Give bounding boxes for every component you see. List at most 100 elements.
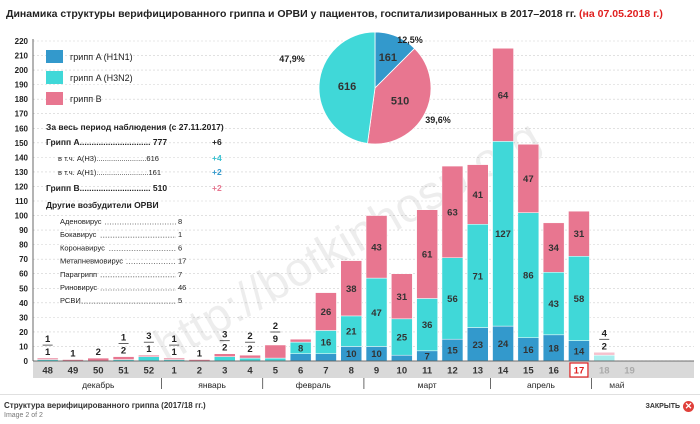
bar-segment xyxy=(214,353,236,357)
bar-value-label: 47 xyxy=(371,308,382,319)
bar-segment xyxy=(289,338,312,343)
stats-row: Грипп А.............................. 77… xyxy=(46,137,167,147)
month-label: март xyxy=(418,380,437,390)
y-tick-label: 40 xyxy=(19,299,28,308)
bar-segment xyxy=(492,48,514,142)
bar-value-label: 34 xyxy=(548,243,559,254)
stats-row: Грипп В.............................. 51… xyxy=(46,183,167,193)
y-tick-label: 10 xyxy=(19,342,28,351)
x-tick-label: 4 xyxy=(247,366,253,377)
bar-segment xyxy=(593,354,615,362)
x-tick-label: 6 xyxy=(298,366,303,377)
pie-slice xyxy=(318,31,376,144)
x-tick-label: 11 xyxy=(422,366,433,377)
bar-segment xyxy=(163,357,185,360)
bar-segment xyxy=(87,357,109,362)
y-tick-label: 190 xyxy=(15,81,29,90)
x-tick-label: 50 xyxy=(93,366,104,377)
x-tick-label: 10 xyxy=(397,366,408,377)
x-tick-label: 19 xyxy=(624,366,635,377)
bar-segment xyxy=(593,352,615,356)
pathogen-count: 7 xyxy=(178,270,182,279)
x-tick-label: 9 xyxy=(374,366,379,377)
bar-value-label: 24 xyxy=(498,339,509,350)
pie-value-label: 616 xyxy=(338,81,356,93)
bar-segment xyxy=(264,357,287,362)
bar-value-label: 2 xyxy=(273,321,278,332)
bar-value-label: 3 xyxy=(222,330,227,341)
stats-delta: +4 xyxy=(212,153,222,163)
close-button[interactable]: ЗАКРЫТЬ ✕ xyxy=(645,401,694,412)
bar-value-label: 2 xyxy=(247,331,252,342)
legend-label: грипп B xyxy=(70,94,102,104)
bar-value-label: 58 xyxy=(574,294,585,305)
bar-segment xyxy=(36,357,59,360)
bar-value-label: 36 xyxy=(422,320,433,331)
pie-slice xyxy=(367,47,432,145)
bar-value-label: 86 xyxy=(523,271,534,282)
bar-value-label: 1 xyxy=(70,349,76,360)
pathogen-name: Коронавирус xyxy=(60,243,105,252)
pathogen-name: Парагрипп xyxy=(60,270,97,279)
y-tick-label: 170 xyxy=(15,110,29,119)
bar-segment xyxy=(239,357,261,362)
bar-value-label: 41 xyxy=(472,190,483,201)
x-tick-label: 1 xyxy=(172,366,178,377)
other-pathogens-heading: Другие возбудители ОРВИ xyxy=(46,200,159,210)
bar-segment xyxy=(340,260,362,317)
bar-segment xyxy=(517,144,540,213)
y-tick-label: 50 xyxy=(19,284,28,293)
pathogen-name: РСВИ xyxy=(60,296,81,305)
bar-value-label: 9 xyxy=(273,334,278,345)
bar-segment xyxy=(138,356,160,362)
current-week-marker xyxy=(569,362,589,378)
bar-value-label: 1 xyxy=(197,349,203,360)
bar-value-label: 10 xyxy=(346,349,357,360)
bar-value-label: 127 xyxy=(495,229,511,240)
x-tick-label: 17 xyxy=(574,366,585,377)
x-tick-label: 15 xyxy=(523,366,534,377)
bar-value-label: 10 xyxy=(371,349,382,360)
bar-value-label: 18 xyxy=(548,343,559,354)
x-tick-label: 2 xyxy=(197,366,202,377)
x-tick-label: 49 xyxy=(68,366,79,377)
bar-segment xyxy=(467,164,489,225)
bar-value-label: 31 xyxy=(574,229,585,240)
month-label: май xyxy=(609,380,625,390)
bar-value-label: 31 xyxy=(397,292,408,303)
bar-segment xyxy=(289,353,312,362)
y-tick-label: 100 xyxy=(15,212,29,221)
bar-value-label: 14 xyxy=(574,346,585,357)
bar-segment xyxy=(416,209,438,299)
x-tick-label: 16 xyxy=(548,366,559,377)
y-tick-label: 160 xyxy=(15,124,29,133)
bar-segment xyxy=(391,354,413,362)
bar-segment xyxy=(315,292,337,331)
stats-delta: +6 xyxy=(212,137,222,147)
pathogen-count: 8 xyxy=(178,217,182,226)
pathogen-count: 6 xyxy=(178,243,182,252)
bar-value-label: 1 xyxy=(121,333,127,344)
legend-swatch xyxy=(46,92,63,105)
y-tick-label: 90 xyxy=(19,226,28,235)
bar-value-label: 2 xyxy=(222,343,227,354)
bar-value-label: 7 xyxy=(425,351,430,362)
bar-segment xyxy=(138,354,160,357)
bar-value-label: 4 xyxy=(602,328,608,339)
pie-percent-label: 12,5% xyxy=(397,35,423,45)
bar-value-label: 56 xyxy=(447,294,458,305)
bar-value-label: 2 xyxy=(247,344,252,355)
pie-percent-label: 47,9% xyxy=(279,54,305,64)
bar-segment xyxy=(214,356,236,362)
x-axis-band xyxy=(33,361,694,378)
bar-segment xyxy=(239,354,261,359)
y-tick-label: 220 xyxy=(15,37,29,46)
bar-segment xyxy=(315,353,337,362)
x-tick-label: 14 xyxy=(498,366,509,377)
bar-value-label: 16 xyxy=(321,338,332,349)
month-label: декабрь xyxy=(82,380,115,390)
y-tick-label: 180 xyxy=(15,95,29,104)
x-tick-label: 51 xyxy=(118,366,129,377)
bar-value-label: 63 xyxy=(447,207,458,218)
month-label: январь xyxy=(198,380,226,390)
